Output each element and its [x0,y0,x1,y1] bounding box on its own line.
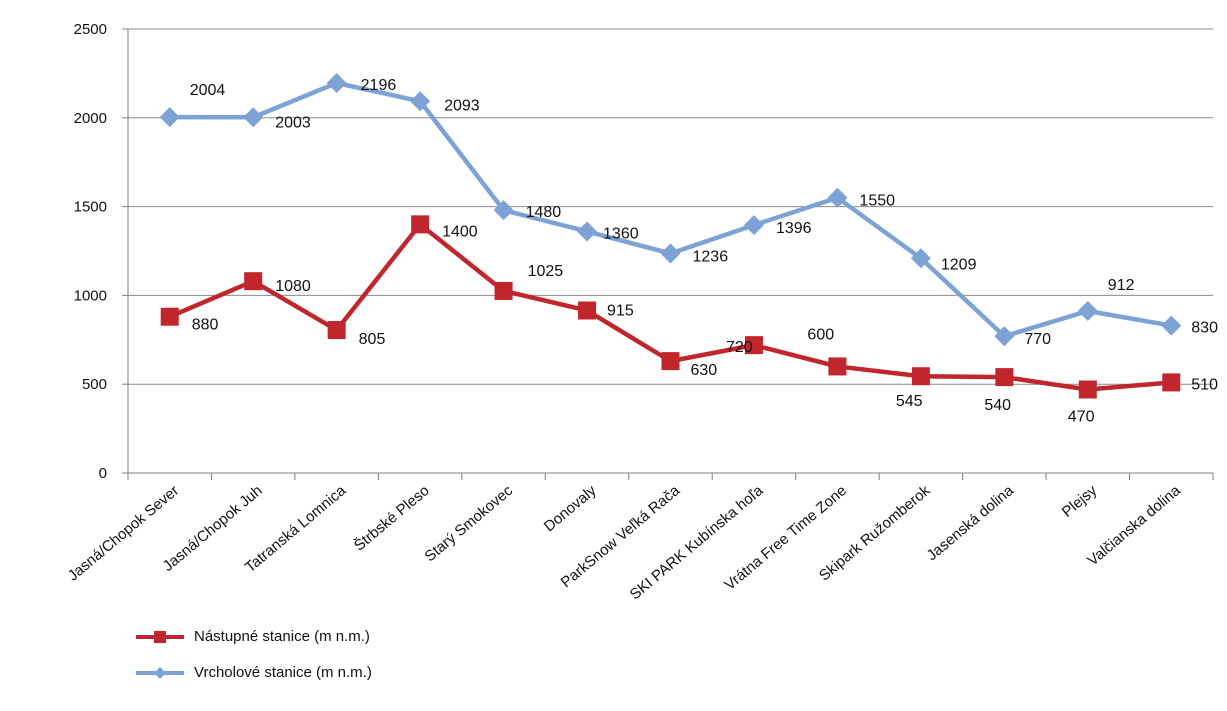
y-tick-label: 500 [82,376,107,393]
y-axis: 0 500 1000 1500 2000 2500 [74,21,129,482]
marker-diamond [410,91,431,112]
y-tick-label: 0 [99,465,107,482]
marker-square [828,357,847,376]
data-label: 1400 [442,223,478,240]
data-label: 2093 [444,97,480,114]
x-tick-label: Jasenská dolina [924,482,1018,565]
data-label: 720 [726,339,753,356]
data-label: 1480 [526,204,562,221]
data-label: 470 [1068,409,1095,426]
legend-swatch-red-square [136,630,184,643]
marker-square [494,281,513,300]
legend-item-nastupne: Nástupné stanice (m n.m.) [136,626,372,647]
legend-label-vrcholove: Vrcholové stanice (m n.m.) [194,664,372,681]
marker-square [744,336,763,355]
x-tick-label: SKI PARK Kubínska hoľa [627,482,767,604]
data-labels: 2004 2003 2196 2093 1480 1360 1236 1396 1550 1209… [190,77,1218,426]
marker-diamond [577,221,598,242]
marker-square [578,301,597,320]
data-label: 1080 [275,278,311,295]
marker-square [1078,380,1097,399]
marker-square [327,321,346,340]
marker-square [661,352,680,371]
marker-diamond [994,326,1015,347]
data-label: 805 [359,331,386,348]
data-label: 880 [192,317,219,334]
data-label: 1396 [776,220,812,237]
marker-diamond [1077,301,1098,322]
data-label: 630 [691,362,718,379]
marker-square [995,368,1014,387]
data-label: 830 [1191,320,1218,337]
data-label: 510 [1191,376,1218,393]
data-label: 1360 [603,225,639,242]
data-label: 540 [984,397,1011,414]
legend-swatch-blue-diamond [136,666,184,679]
marker-diamond [493,200,514,221]
y-tick-label: 2000 [74,110,107,127]
data-label: 2003 [275,114,311,131]
legend-item-vrcholove: Vrcholové stanice (m n.m.) [136,662,372,683]
gridlines [128,28,1213,474]
x-tick-label: Plejsy [1059,482,1101,521]
data-label: 1209 [941,256,977,273]
marker-diamond [159,107,180,128]
marker-diamond [326,72,347,93]
y-tick-label: 1500 [74,199,107,216]
x-tick-label: Starý Smokovec [422,482,517,566]
data-label: 2004 [190,82,226,99]
x-tick-label: Štrbské Pleso [351,482,433,555]
data-label: 2196 [361,77,397,94]
series-layer [159,72,1182,399]
marker-diamond [910,248,931,269]
marker-square [244,272,263,291]
x-tick-label: Donovaly [541,482,600,536]
data-label: 912 [1108,277,1135,294]
series-line-1 [169,80,1172,339]
marker-diamond [827,187,848,208]
legend: Nástupné stanice (m n.m.) Vrcholové stan… [136,626,372,698]
data-label: 915 [607,302,634,319]
marker-diamond [743,215,764,236]
legend-label-nastupne: Nástupné stanice (m n.m.) [194,628,370,645]
marker-square [911,367,930,386]
data-label: 1236 [693,248,729,265]
data-label: 1550 [859,193,895,210]
marker-diamond [243,107,264,128]
data-label: 545 [896,393,923,410]
marker-diamond [660,243,681,264]
marker-square [1162,373,1181,392]
marker-square [411,215,430,234]
data-label: 600 [807,326,834,343]
marker-diamond [1161,315,1182,336]
marker-square [160,307,179,326]
data-label: 1025 [528,263,564,280]
y-tick-label: 1000 [74,287,107,304]
data-label: 770 [1024,331,1051,348]
y-tick-label: 2500 [74,21,107,38]
